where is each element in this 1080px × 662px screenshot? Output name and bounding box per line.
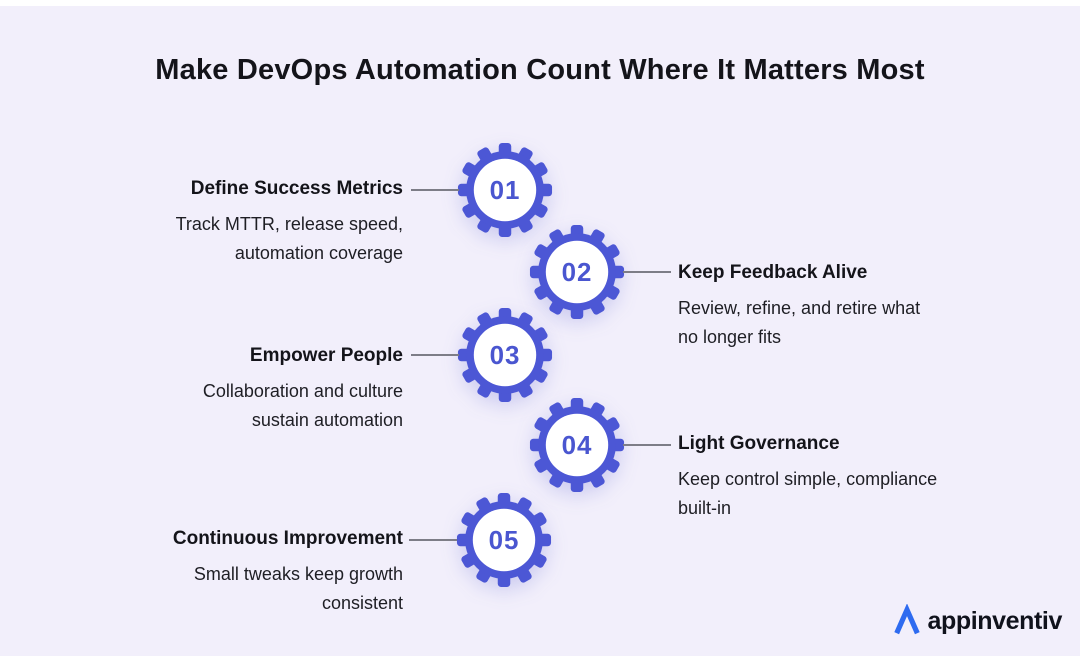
step-5-text: Continuous Improvement Small tweaks keep… (73, 527, 403, 618)
page-title: Make DevOps Automation Count Where It Ma… (155, 54, 925, 86)
gear-number: 01 (490, 177, 521, 205)
step-description-line: no longer fits (678, 327, 782, 347)
gear-icon: 05 (456, 492, 552, 588)
step-description-line: Collaboration and culture (202, 381, 403, 401)
connector-line (411, 189, 459, 191)
gear-icon: 03 (457, 307, 553, 403)
step-1-text: Define Success Metrics Track MTTR, relea… (73, 177, 403, 268)
step-description-line: built-in (678, 498, 732, 518)
bottom-edge-strip (0, 656, 1080, 662)
step-description-line: sustain automation (251, 410, 403, 430)
brand-name: appinventiv (927, 606, 1062, 635)
gear-number: 04 (562, 432, 593, 460)
step-4-text: Light Governance Keep control simple, co… (678, 432, 1008, 523)
connector-line (409, 539, 457, 541)
brand-logo: appinventiv (892, 604, 1062, 638)
step-description: Small tweaks keep growth consistent (73, 560, 403, 618)
step-description-line: automation coverage (234, 243, 403, 263)
step-description: Track MTTR, release speed, automation co… (73, 210, 403, 268)
step-description: Keep control simple, compliance built-in (678, 465, 1008, 523)
step-description-line: Small tweaks keep growth (193, 564, 403, 584)
step-description: Review, refine, and retire what no longe… (678, 294, 1008, 352)
gear-number: 05 (489, 527, 520, 555)
step-title: Continuous Improvement (172, 528, 403, 549)
gear-number: 02 (562, 259, 593, 287)
step-title: Keep Feedback Alive (678, 262, 868, 283)
connector-line (623, 271, 671, 273)
appinventiv-logo-icon (894, 604, 921, 635)
gear-icon: 02 (529, 224, 625, 320)
gear-number: 03 (490, 342, 521, 370)
step-2-text: Keep Feedback Alive Review, refine, and … (678, 261, 1008, 352)
top-edge-strip (0, 0, 1080, 6)
step-title: Empower People (249, 345, 403, 366)
step-3-text: Empower People Collaboration and culture… (73, 344, 403, 435)
connector-line (411, 354, 459, 356)
step-description-line: consistent (321, 593, 403, 613)
connector-line (623, 444, 671, 446)
step-description-line: Track MTTR, release speed, (175, 214, 403, 234)
step-description-line: Review, refine, and retire what (678, 298, 921, 318)
gear-icon: 04 (529, 397, 625, 493)
step-title: Light Governance (678, 433, 840, 454)
gear-icon: 01 (457, 142, 553, 238)
step-description-line: Keep control simple, compliance (678, 469, 938, 489)
step-description: Collaboration and culture sustain automa… (73, 377, 403, 435)
step-title: Define Success Metrics (190, 178, 403, 199)
